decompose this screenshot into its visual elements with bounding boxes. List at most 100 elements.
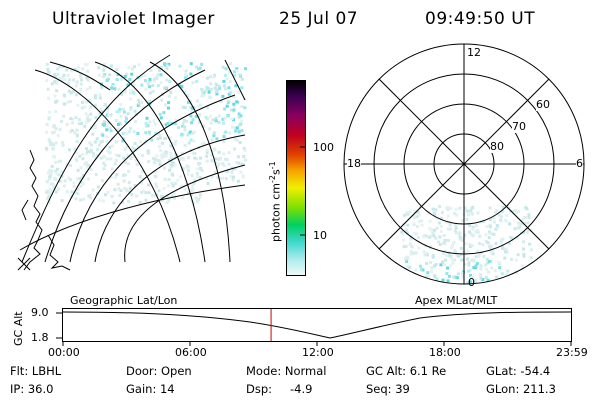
emission-pixel bbox=[167, 197, 171, 201]
emission-pixel bbox=[74, 151, 78, 155]
emission-pixel bbox=[137, 63, 141, 67]
emission-pixel bbox=[121, 132, 125, 135]
emission-pixel bbox=[420, 267, 424, 271]
emission-pixel bbox=[445, 272, 449, 275]
emission-pixel bbox=[484, 239, 488, 243]
emission-pixel bbox=[65, 190, 69, 194]
emission-pixel bbox=[223, 87, 227, 91]
emission-pixel bbox=[86, 69, 90, 73]
emission-pixel bbox=[408, 210, 412, 214]
emission-pixel bbox=[54, 178, 58, 182]
colorbar-tick-100: 100 bbox=[313, 141, 334, 154]
emission-pixel bbox=[482, 220, 486, 223]
emission-pixel bbox=[183, 125, 187, 129]
emission-pixel bbox=[132, 155, 136, 159]
emission-pixel bbox=[228, 131, 232, 135]
emission-pixel bbox=[191, 106, 195, 110]
emission-pixel bbox=[506, 269, 510, 273]
emission-pixel bbox=[529, 228, 533, 232]
emission-pixel bbox=[163, 103, 167, 107]
emission-pixel bbox=[242, 174, 245, 178]
emission-pixel bbox=[441, 260, 445, 264]
emission-pixel bbox=[60, 79, 64, 83]
emission-pixel bbox=[205, 159, 209, 163]
emission-pixel bbox=[113, 87, 117, 91]
emission-pixel bbox=[472, 258, 476, 262]
emission-pixel bbox=[426, 253, 429, 257]
emission-pixel bbox=[99, 107, 103, 111]
emission-pixel bbox=[422, 250, 426, 254]
emission-pixel bbox=[75, 80, 79, 84]
emission-pixel bbox=[454, 226, 458, 230]
emission-pixel bbox=[215, 137, 219, 141]
emission-pixel bbox=[235, 126, 239, 130]
emission-pixel bbox=[415, 225, 419, 228]
emission-pixel bbox=[180, 151, 184, 155]
emission-pixel bbox=[420, 219, 423, 223]
emission-pixel bbox=[128, 97, 132, 101]
emission-pixel bbox=[75, 128, 79, 132]
lat-label-60: 60 bbox=[536, 98, 550, 111]
emission-pixel bbox=[466, 249, 470, 253]
emission-pixel bbox=[522, 247, 525, 251]
emission-pixel bbox=[223, 74, 227, 77]
emission-pixel bbox=[147, 191, 151, 195]
emission-pixel bbox=[405, 231, 409, 235]
emission-pixel bbox=[121, 107, 125, 111]
emission-pixel bbox=[183, 128, 187, 132]
emission-pixel bbox=[206, 182, 210, 185]
emission-pixel bbox=[130, 193, 134, 197]
emission-pixel bbox=[118, 110, 122, 114]
emission-pixel bbox=[210, 175, 214, 179]
emission-pixel bbox=[116, 73, 120, 77]
emission-pixel bbox=[442, 263, 446, 266]
emission-pixel bbox=[484, 267, 488, 271]
emission-pixel bbox=[469, 232, 473, 236]
emission-pixel bbox=[79, 75, 83, 79]
emission-pixel bbox=[160, 65, 163, 69]
emission-pixel bbox=[63, 179, 67, 183]
emission-pixel bbox=[453, 229, 457, 232]
emission-pixel bbox=[488, 225, 492, 229]
emission-pixel bbox=[52, 125, 55, 129]
emission-pixel bbox=[527, 213, 531, 217]
emission-pixel bbox=[102, 75, 105, 78]
emission-pixel bbox=[45, 130, 49, 134]
emission-pixel bbox=[54, 141, 58, 145]
emission-pixel bbox=[485, 257, 489, 261]
emission-pixel bbox=[127, 66, 131, 70]
emission-pixel bbox=[134, 120, 137, 124]
emission-pixel bbox=[164, 150, 168, 154]
emission-pixel bbox=[124, 120, 128, 124]
emission-pixel bbox=[474, 266, 478, 270]
emission-pixel bbox=[180, 133, 184, 137]
emission-pixel bbox=[115, 78, 119, 81]
emission-pixel bbox=[459, 246, 463, 250]
emission-pixel bbox=[118, 107, 122, 111]
emission-pixel bbox=[169, 153, 173, 157]
emission-pixel bbox=[221, 162, 225, 166]
emission-pixel bbox=[171, 173, 175, 177]
emission-pixel bbox=[51, 147, 55, 151]
geo-grid-line bbox=[19, 184, 246, 251]
emission-pixel bbox=[50, 164, 54, 168]
emission-pixel bbox=[172, 161, 175, 165]
emission-pixel bbox=[489, 231, 492, 235]
emission-pixel bbox=[122, 179, 126, 183]
emission-pixel bbox=[517, 225, 521, 229]
emission-pixel bbox=[77, 65, 81, 69]
emission-pixel bbox=[62, 184, 66, 188]
emission-pixel bbox=[447, 205, 451, 209]
emission-pixel bbox=[490, 244, 494, 248]
emission-pixel bbox=[486, 261, 490, 265]
emission-pixel bbox=[66, 100, 70, 104]
emission-pixel bbox=[109, 113, 113, 117]
emission-pixel bbox=[72, 184, 76, 188]
emission-pixel bbox=[62, 114, 66, 118]
emission-pixel bbox=[50, 190, 54, 193]
emission-pixel bbox=[45, 122, 49, 126]
emission-pixel bbox=[488, 218, 492, 221]
emission-pixel bbox=[181, 121, 185, 125]
emission-pixel bbox=[101, 199, 105, 203]
emission-pixel bbox=[88, 85, 92, 89]
